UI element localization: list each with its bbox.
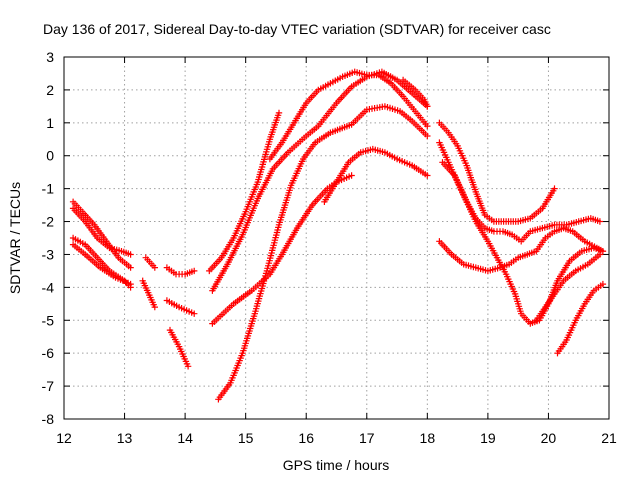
y-tick-label: -5 [42,312,55,328]
series-track-10 [206,109,283,275]
y-tick-label: -3 [42,246,55,262]
plus-markers [209,68,431,294]
y-tick-label: 2 [46,82,54,98]
y-tick-label: -7 [42,378,55,394]
y-tick-label: -2 [42,214,55,230]
plus-markers [139,277,158,311]
y-tick-label: -8 [42,411,55,427]
y-tick-label: -6 [42,345,55,361]
plus-markers [436,119,558,225]
plus-markers [69,205,134,258]
plus-markers [533,251,604,324]
chart-title: Day 136 of 2017, Sidereal Day-to-day VTE… [43,21,551,37]
series-track-16 [399,76,431,110]
plus-markers [215,103,431,403]
plus-markers [439,159,607,327]
y-axis: -8 -7 -6 -5 -4 -3 -2 -1 0 1 2 3 [42,49,609,427]
series-track-5 [142,254,158,271]
plus-markers [69,241,134,288]
series-track-22 [554,280,607,357]
y-tick-label: 1 [46,115,54,131]
x-tick-label: 16 [298,430,314,446]
series-track-20 [436,224,607,275]
y-tick-label: 0 [46,148,54,164]
x-tick-label: 12 [56,430,72,446]
plus-markers [436,224,607,275]
x-tick-label: 15 [238,430,254,446]
series-track-13 [215,103,431,403]
series-track-6 [139,277,158,311]
series-track-4 [69,241,134,288]
x-tick-label: 18 [420,430,436,446]
plus-markers [163,297,198,317]
plus-markers [554,280,607,357]
x-tick-label: 19 [480,430,496,446]
plus-markers [266,68,431,163]
series-track-9 [166,326,192,370]
series-track-15 [321,145,431,205]
y-tick-label: -1 [42,181,55,197]
series-track-14 [266,68,431,163]
plus-markers [321,145,431,205]
series-track-7 [163,264,198,278]
series-track-17 [436,119,558,225]
series-track-2 [69,205,134,258]
plot-frame [63,56,610,420]
y-tick-label: -4 [42,279,55,295]
series-track-19 [439,159,607,327]
series-track-8 [163,297,198,317]
x-tick-label: 13 [117,430,133,446]
x-tick-label: 20 [541,430,557,446]
x-tick-label: 21 [601,430,617,446]
grid-lines [64,57,609,419]
series-track-11 [209,68,431,294]
plus-markers [209,172,355,327]
y-axis-label: SDTVAR / TECUs [7,182,23,294]
y-tick-label: 3 [46,49,54,65]
plus-markers [206,109,283,275]
series-track-12 [209,172,355,327]
plus-markers [163,264,198,278]
series-track-21 [533,251,604,324]
x-axis: 12 13 14 15 16 17 18 19 20 21 [56,57,617,446]
data-markers [69,68,607,403]
plus-markers [166,326,192,370]
x-axis-label: GPS time / hours [283,457,390,473]
x-tick-label: 14 [177,430,193,446]
plus-markers [399,76,431,110]
x-tick-label: 17 [359,430,375,446]
plus-markers [142,254,158,271]
